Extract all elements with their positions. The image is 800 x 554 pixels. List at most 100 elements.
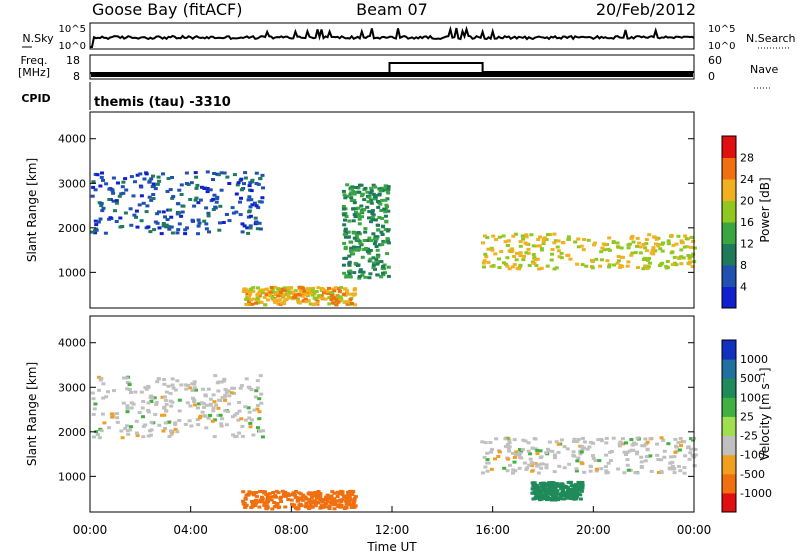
velocity-cell — [332, 507, 337, 511]
power-cell — [541, 239, 546, 243]
power-cell — [205, 190, 210, 194]
colorbar-tick-label: -500 — [740, 468, 765, 481]
power-cell — [244, 297, 249, 301]
power-cell — [501, 234, 506, 238]
power-cell — [638, 245, 643, 249]
velocity-cell — [340, 493, 345, 497]
velocity-cell — [648, 437, 653, 441]
power-cell — [243, 171, 248, 175]
power-cell — [346, 235, 351, 239]
power-cell — [276, 292, 281, 295]
colorbar-frame — [721, 135, 737, 309]
velocity-cell — [643, 437, 648, 441]
power-cell — [482, 265, 486, 269]
power-cell — [202, 187, 207, 190]
velocity-cell — [139, 390, 144, 394]
power-cell — [218, 204, 223, 208]
freq-label-line1: Freq. — [20, 54, 47, 67]
velocity-cell — [154, 400, 159, 404]
power-cell — [360, 255, 365, 259]
velocity-cell — [538, 492, 543, 496]
date-title: 20/Feb/2012 — [596, 0, 696, 19]
power-cell — [575, 262, 580, 266]
velocity-cell — [556, 450, 561, 454]
power-cell — [282, 286, 287, 290]
power-cell — [380, 243, 385, 247]
power-cell — [276, 302, 281, 306]
velocity-cell — [342, 496, 347, 500]
power-cell — [319, 294, 324, 298]
velocity-cell — [560, 494, 565, 497]
power-cell — [313, 296, 318, 300]
power-cell — [342, 271, 347, 275]
power-cell — [598, 264, 603, 268]
velocity-cell — [639, 465, 644, 468]
velocity-cell — [300, 498, 305, 502]
velocity-cell — [485, 458, 490, 461]
velocity-cell — [688, 451, 693, 455]
power-cell — [611, 240, 616, 244]
power-cell — [691, 239, 696, 243]
velocity-cell — [237, 431, 242, 435]
power-cell — [368, 257, 373, 261]
velocity-cell — [572, 440, 576, 443]
power-cell — [672, 261, 677, 265]
power-cell — [101, 206, 106, 210]
velocity-cell — [308, 503, 313, 506]
velocity-cell — [254, 494, 259, 498]
x-tick-label: 16:00 — [475, 523, 510, 537]
velocity-cell — [606, 461, 611, 465]
power-colorbar-label: Power [dB] — [758, 177, 772, 242]
velocity-cell — [99, 377, 104, 380]
power-cell — [161, 224, 166, 228]
velocity-cell — [283, 491, 288, 495]
velocity-cell — [543, 488, 548, 492]
power-cell — [386, 185, 391, 189]
colorbar-tick-label: 25 — [740, 410, 754, 423]
velocity-cell — [625, 458, 630, 462]
velocity-cell — [307, 507, 312, 510]
velocity-cell — [236, 418, 241, 422]
power-cell — [684, 237, 689, 241]
velocity-cell — [558, 494, 563, 498]
velocity-cell — [337, 492, 342, 496]
power-cell — [287, 290, 292, 294]
velocity-cell — [560, 489, 565, 493]
velocity-cell — [644, 442, 649, 446]
power-cell — [194, 186, 199, 190]
power-cell — [337, 299, 342, 302]
velocity-cell — [195, 418, 200, 422]
velocity-cell — [513, 453, 518, 457]
power-cell — [219, 188, 224, 192]
velocity-cell — [655, 453, 660, 457]
power-cell — [645, 267, 650, 270]
power-cell — [171, 195, 176, 198]
velocity-cell — [337, 503, 342, 507]
velocity-cell — [194, 388, 198, 392]
power-cell — [297, 293, 302, 297]
velocity-cell — [153, 413, 158, 416]
velocity-cell — [533, 497, 537, 501]
power-cell — [354, 210, 358, 214]
velocity-cell — [312, 492, 317, 496]
power-cell — [170, 196, 175, 200]
velocity-cell — [177, 409, 182, 413]
velocity-cell — [507, 441, 512, 445]
velocity-cell — [629, 438, 634, 441]
velocity-cell — [556, 496, 561, 500]
power-cell — [146, 225, 151, 229]
velocity-cell — [616, 467, 621, 471]
power-cell — [254, 301, 258, 305]
power-cell — [193, 171, 198, 175]
power-cell — [129, 223, 134, 227]
velocity-cell — [257, 410, 262, 414]
velocity-cell — [691, 438, 695, 442]
power-cell — [672, 255, 677, 259]
velocity-cell — [671, 467, 676, 471]
velocity-cell — [489, 467, 494, 471]
power-cell — [282, 302, 287, 306]
velocity-cell — [617, 442, 622, 446]
velocity-cell — [582, 440, 587, 444]
power-cell — [368, 191, 373, 195]
